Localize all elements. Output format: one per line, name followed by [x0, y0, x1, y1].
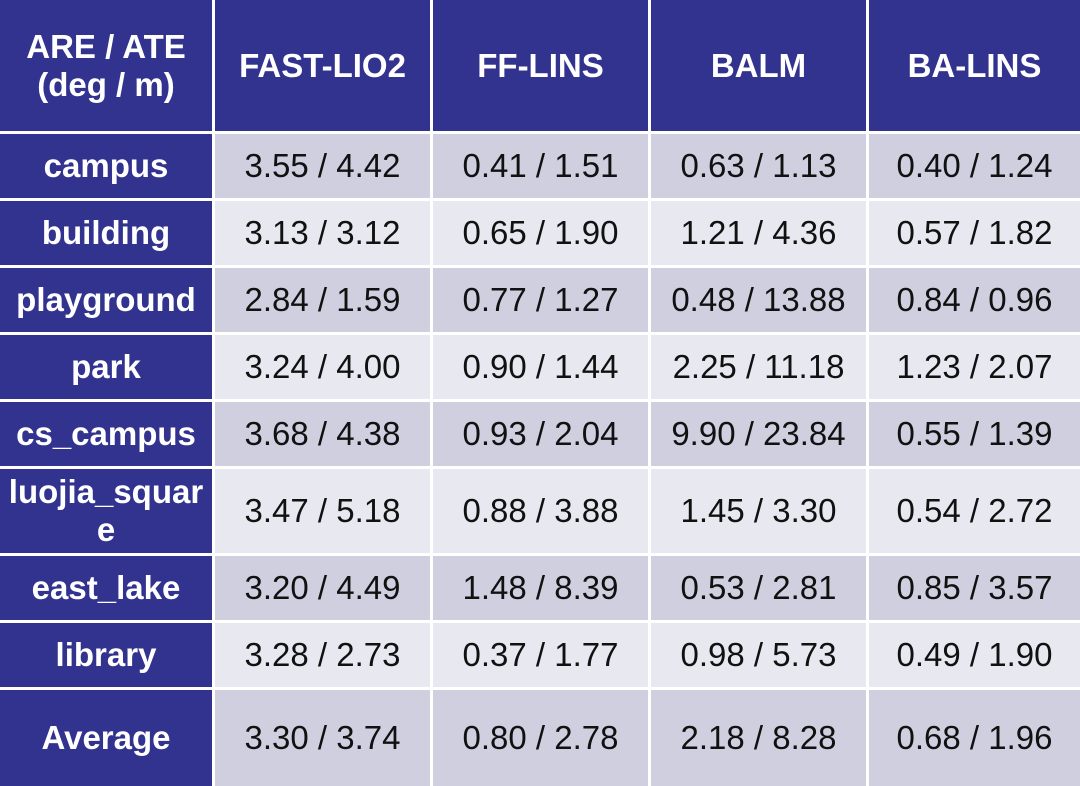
- data-cell: 9.90 / 23.84: [651, 402, 866, 466]
- data-cell: 0.77 / 1.27: [433, 268, 648, 332]
- header-cell: FF-LINS: [433, 0, 648, 131]
- data-cell: 0.57 / 1.82: [869, 201, 1080, 265]
- row-label: luojia_square: [0, 469, 212, 553]
- row-label: Average: [0, 690, 212, 786]
- header-cell: BALM: [651, 0, 866, 131]
- data-cell: 0.40 / 1.24: [869, 134, 1080, 198]
- row-label: building: [0, 201, 212, 265]
- data-cell: 3.13 / 3.12: [215, 201, 430, 265]
- data-cell: 0.55 / 1.39: [869, 402, 1080, 466]
- header-line: ARE / ATE: [26, 27, 186, 65]
- header-cell: BA-LINS: [869, 0, 1080, 131]
- data-cell: 0.37 / 1.77: [433, 623, 648, 687]
- data-cell: 2.18 / 8.28: [651, 690, 866, 786]
- row-label: park: [0, 335, 212, 399]
- data-cell: 3.47 / 5.18: [215, 469, 430, 553]
- row-label: cs_campus: [0, 402, 212, 466]
- header-lines: ARE / ATE (deg / m): [26, 28, 186, 104]
- row-label: library: [0, 623, 212, 687]
- data-cell: 3.55 / 4.42: [215, 134, 430, 198]
- data-cell: 0.53 / 2.81: [651, 556, 866, 620]
- data-cell: 0.80 / 2.78: [433, 690, 648, 786]
- data-cell: 0.65 / 1.90: [433, 201, 648, 265]
- data-cell: 3.24 / 4.00: [215, 335, 430, 399]
- header-cell: ARE / ATE (deg / m): [0, 0, 212, 131]
- data-cell: 1.23 / 2.07: [869, 335, 1080, 399]
- data-cell: 3.20 / 4.49: [215, 556, 430, 620]
- data-cell: 0.68 / 1.96: [869, 690, 1080, 786]
- data-cell: 1.48 / 8.39: [433, 556, 648, 620]
- header-line: (deg / m): [37, 65, 175, 103]
- data-cell: 0.88 / 3.88: [433, 469, 648, 553]
- data-cell: 0.84 / 0.96: [869, 268, 1080, 332]
- data-cell: 3.30 / 3.74: [215, 690, 430, 786]
- data-cell: 2.84 / 1.59: [215, 268, 430, 332]
- row-label: east_lake: [0, 556, 212, 620]
- data-cell: 0.63 / 1.13: [651, 134, 866, 198]
- data-cell: 0.41 / 1.51: [433, 134, 648, 198]
- data-cell: 2.25 / 11.18: [651, 335, 866, 399]
- data-cell: 0.85 / 3.57: [869, 556, 1080, 620]
- header-cell: FAST-LIO2: [215, 0, 430, 131]
- data-cell: 1.45 / 3.30: [651, 469, 866, 553]
- data-cell: 0.98 / 5.73: [651, 623, 866, 687]
- row-label: playground: [0, 268, 212, 332]
- data-cell: 0.48 / 13.88: [651, 268, 866, 332]
- data-cell: 0.90 / 1.44: [433, 335, 648, 399]
- data-cell: 0.54 / 2.72: [869, 469, 1080, 553]
- data-cell: 3.28 / 2.73: [215, 623, 430, 687]
- data-cell: 1.21 / 4.36: [651, 201, 866, 265]
- row-label: campus: [0, 134, 212, 198]
- data-cell: 0.93 / 2.04: [433, 402, 648, 466]
- data-cell: 0.49 / 1.90: [869, 623, 1080, 687]
- data-cell: 3.68 / 4.38: [215, 402, 430, 466]
